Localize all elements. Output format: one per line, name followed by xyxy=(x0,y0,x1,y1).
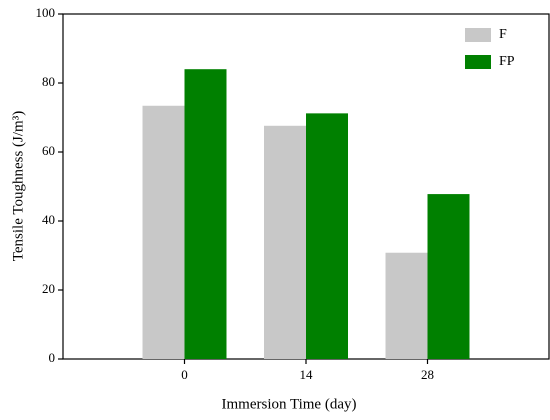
x-axis-label: Immersion Time (day) xyxy=(222,396,357,412)
bar xyxy=(184,69,227,359)
y-axis-label: Tensile Toughness (J/m³) xyxy=(10,111,26,261)
y-tick-label: 20 xyxy=(42,281,55,296)
legend-label: F xyxy=(499,27,507,42)
y-tick-label: 0 xyxy=(49,350,56,365)
y-tick-label: 60 xyxy=(42,143,55,158)
legend-label: FP xyxy=(499,54,515,69)
x-tick-label: 0 xyxy=(181,367,188,382)
y-tick-label: 40 xyxy=(42,212,55,227)
legend-swatch xyxy=(465,55,491,69)
bar xyxy=(385,252,428,359)
y-tick-label: 100 xyxy=(36,5,56,20)
bar xyxy=(306,113,348,359)
bar xyxy=(427,194,470,359)
legend-swatch xyxy=(465,28,491,42)
bar xyxy=(142,105,185,360)
bar xyxy=(264,125,306,359)
y-tick-label: 80 xyxy=(42,74,55,89)
x-tick-label: 28 xyxy=(421,367,434,382)
x-tick-label: 14 xyxy=(300,367,314,382)
